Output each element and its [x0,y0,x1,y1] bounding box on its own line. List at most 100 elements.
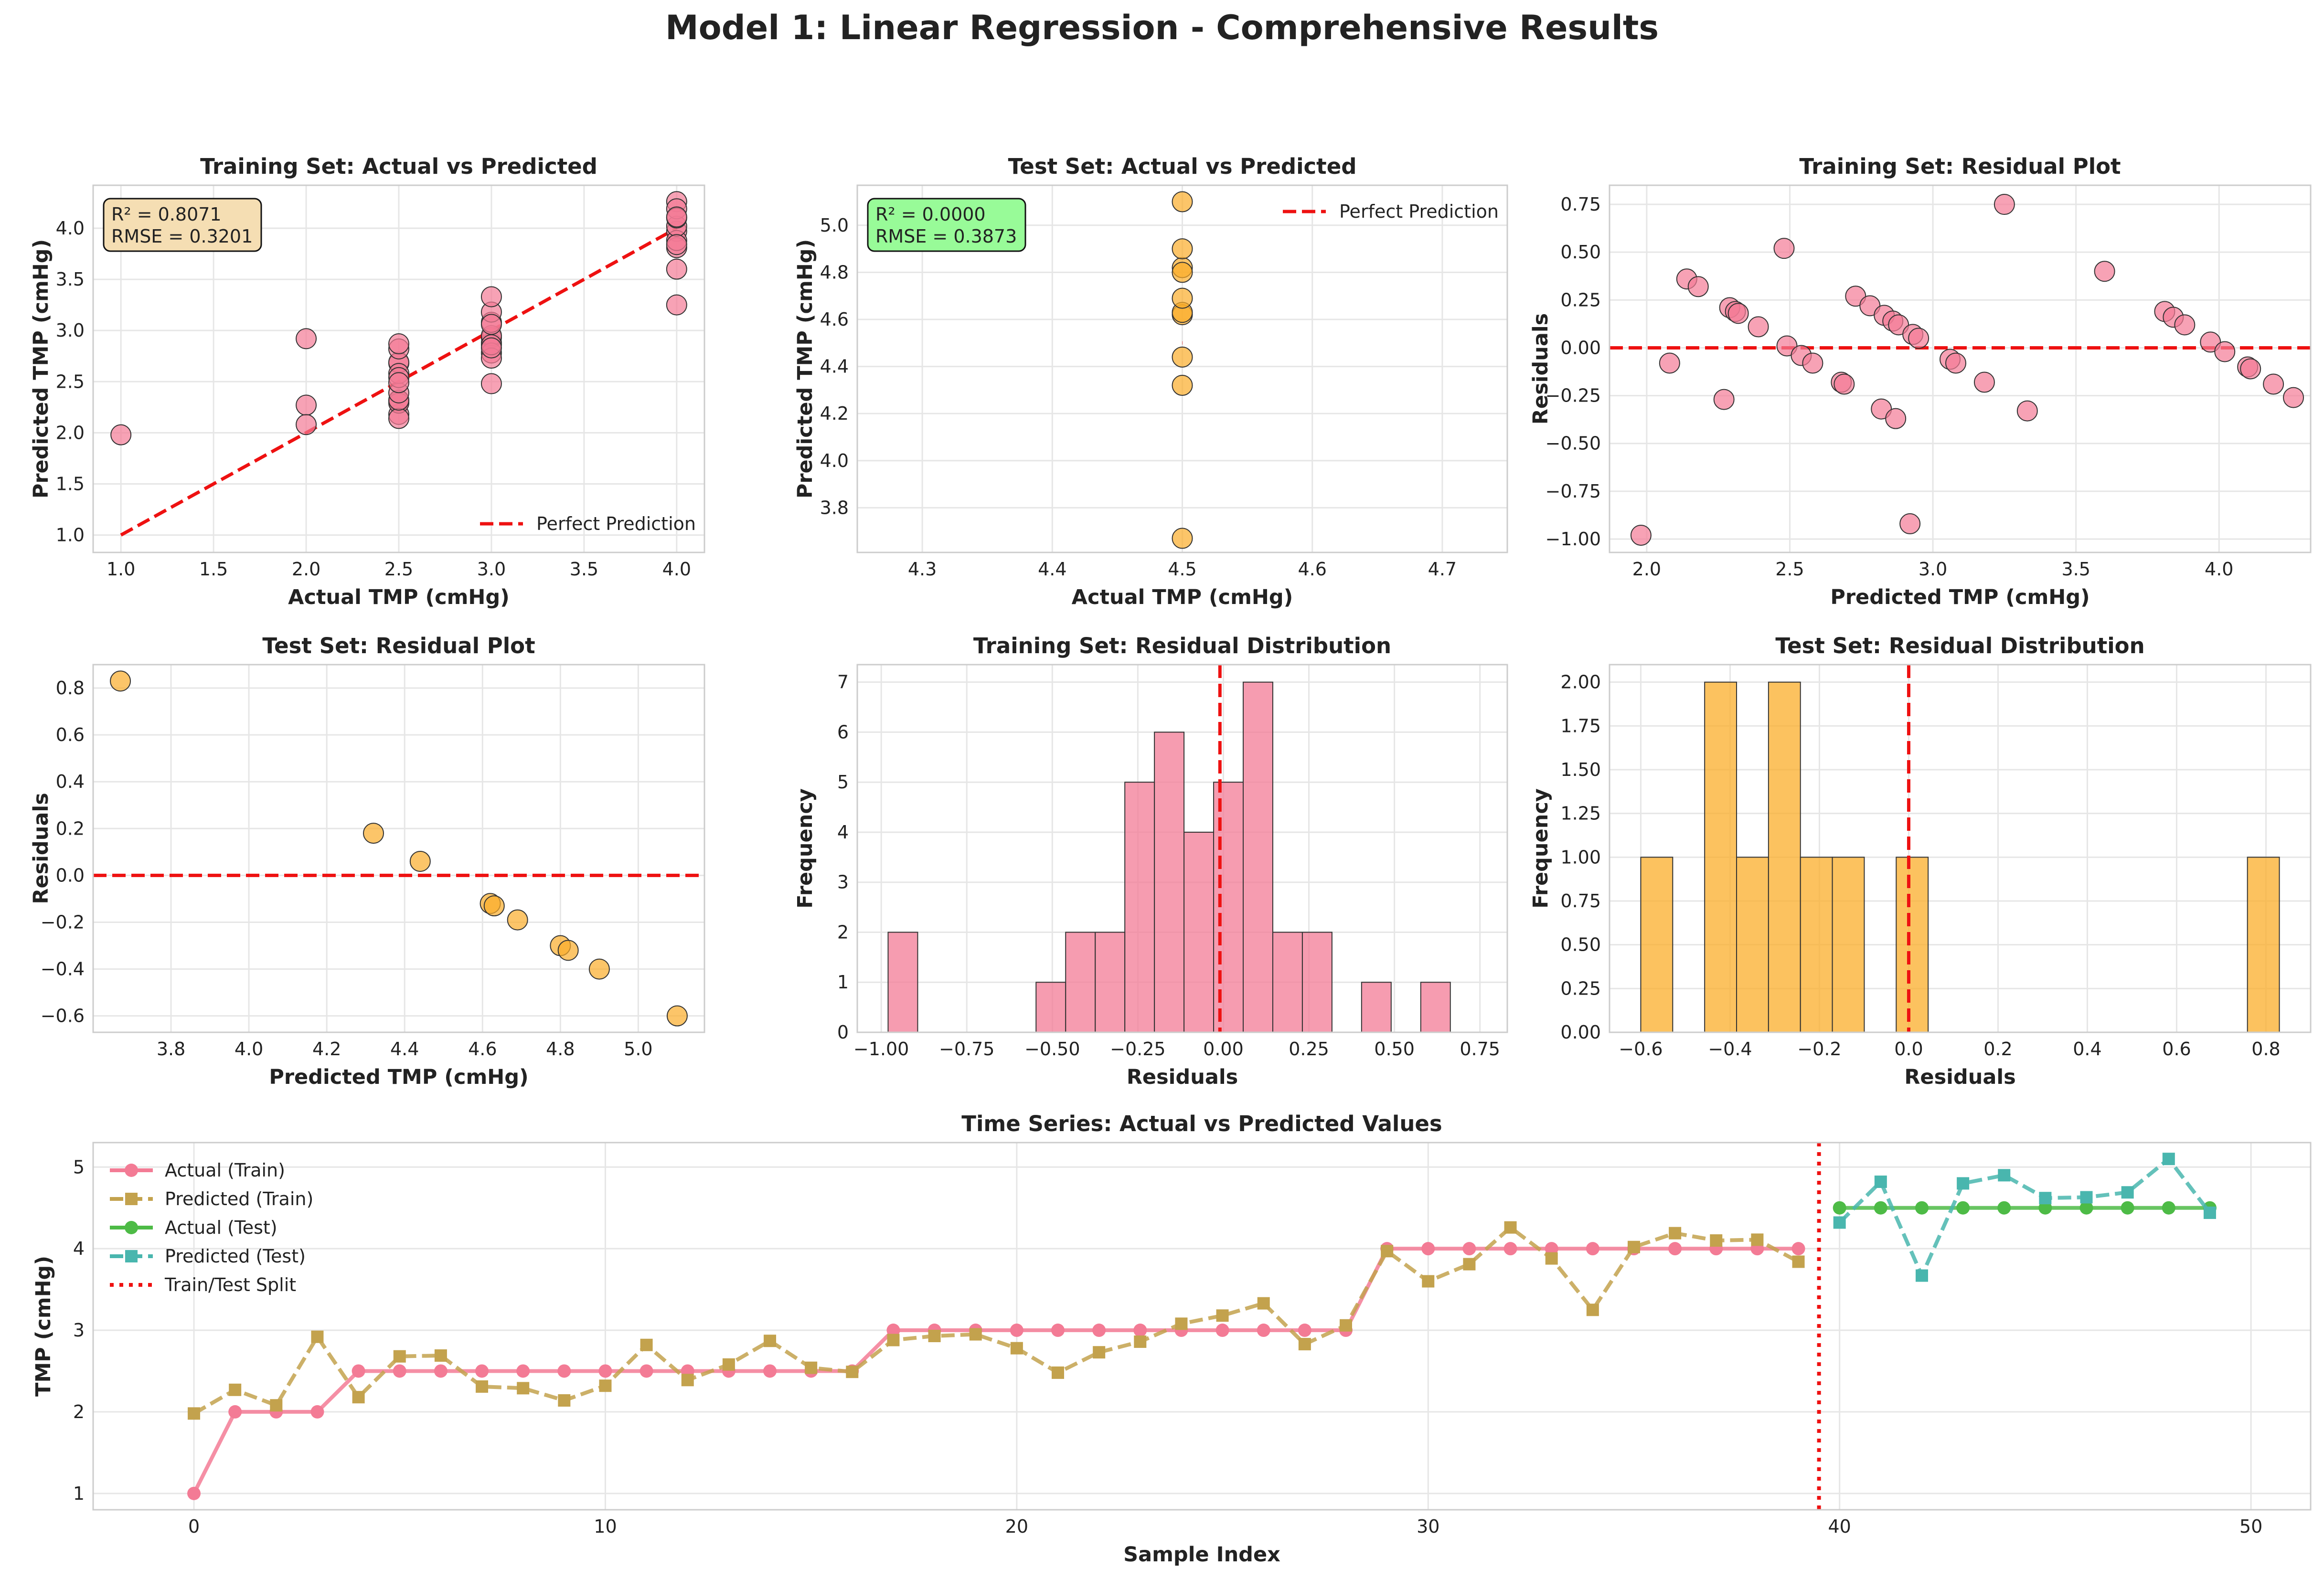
x-tick-label: 2.0 [1632,559,1661,580]
series-marker [434,1364,448,1378]
y-tick-label: −0.4 [41,959,85,980]
series-marker [1545,1242,1558,1256]
y-tick-label: 1.75 [1560,715,1601,736]
series-marker [1504,1221,1517,1234]
scatter-point [507,909,528,931]
x-axis-label: Predicted TMP (cmHg) [1830,585,2089,609]
y-tick-label: 1.25 [1560,803,1601,824]
series-marker [640,1364,653,1378]
plot-area [110,191,687,537]
chart-title: Training Set: Actual vs Predicted [200,154,597,179]
y-axis-label: Residuals [29,793,53,904]
y-tick-label: 2.0 [56,422,85,443]
y-axis-label: Predicted TMP (cmHg) [793,239,817,498]
series-marker [558,1394,571,1407]
series-marker [887,1334,900,1346]
y-tick-label: 4 [837,822,849,843]
x-tick-label: 4.6 [468,1039,497,1060]
legend-marker [125,1193,138,1205]
series-marker [557,1364,571,1378]
y-tick-label: 0.75 [1560,194,1601,215]
x-tick-label: −0.50 [1024,1039,1080,1060]
chart-train-hist: −1.00 −0.75 −0.50 −0.25 0.00 0.25 0.50 0.75 0 1 2 3… [793,633,1508,1089]
histogram-bar [1736,857,1769,1032]
y-tick-label: 0.25 [1560,978,1601,999]
histogram-bar [1035,982,1066,1032]
y-tick-label: −0.25 [1546,385,1601,406]
series-marker [1956,1201,1970,1215]
scatter-point [110,424,132,445]
stats-text: R² = 0.0000 [875,204,986,225]
axes-frame [1609,664,2312,1033]
y-tick-label: 4 [73,1238,85,1259]
chart-title: Test Set: Residual Distribution [1775,633,2144,658]
scatter-point [1773,238,1795,259]
scatter-point [666,258,687,280]
y-tick-label: 0.00 [1560,337,1601,358]
series-marker [1216,1309,1229,1322]
histogram-bar [1095,932,1126,1032]
scatter-point [1713,389,1735,410]
y-tick-label: 0.75 [1560,890,1601,911]
x-tick-label: 4.0 [662,559,691,580]
plot-area [1610,194,2311,546]
x-axis-label: Residuals [1904,1065,2015,1089]
y-tick-label: 3.8 [820,497,849,518]
scatter-point [1945,352,1967,374]
x-axis-label: Residuals [1127,1065,1238,1089]
series-marker [352,1364,365,1378]
y-tick-label: −1.00 [1546,529,1601,550]
series-marker [1051,1324,1065,1337]
y-tick-label: 1 [73,1483,85,1504]
x-tick-label: 5.0 [624,1039,652,1060]
x-tick-label: −0.4 [1708,1039,1752,1060]
histogram-bar [1640,857,1674,1032]
x-tick-label: 4.0 [235,1039,263,1060]
axes-frame [92,184,705,553]
series-marker [763,1364,777,1378]
x-tick-label: 4.8 [546,1039,575,1060]
chart-title: Training Set: Residual Distribution [973,633,1391,658]
scatter-point [2214,341,2236,362]
x-tick-label: −0.2 [1797,1039,1841,1060]
scatter-point [1687,276,1709,297]
scatter-point [2240,358,2261,380]
series-marker [722,1358,735,1371]
scatter-point [666,294,687,316]
series-marker [2162,1201,2175,1215]
y-tick-label: 3.5 [56,269,85,290]
series-marker [1874,1176,1887,1188]
y-tick-label: 4.2 [820,403,849,424]
scatter-point [480,314,502,335]
x-tick-label: 0 [188,1516,200,1537]
y-tick-label: 2.5 [56,371,85,392]
y-axis-label: TMP (cmHg) [32,1256,55,1397]
chart-title: Test Set: Residual Plot [262,633,535,658]
chart-test-resid: 3.8 4.0 4.2 4.4 4.6 4.8 5.0 −0.6 −0.4 −0.2 0.0 0.2 0… [29,633,705,1089]
stats-text: RMSE = 0.3201 [111,226,253,247]
scatter-point [483,895,505,917]
scatter-point [1172,287,1193,309]
series-marker [1339,1319,1352,1332]
legend-label: Predicted (Train) [165,1188,313,1209]
series-marker [1175,1317,1188,1330]
scatter-point [1172,191,1193,212]
series-marker [228,1405,242,1419]
series-marker [516,1364,530,1378]
y-tick-label: 0.00 [1560,1022,1601,1043]
x-tick-label: 0.75 [1460,1039,1500,1060]
series-marker [1997,1201,2011,1215]
plots-layer: 1.0 1.5 2.0 2.5 3.0 3.5 4.0 1.0 1.5 2.0 2.5 3.0 3.5 4… [29,154,2312,1567]
series-marker [1627,1240,1640,1253]
y-tick-label: 2 [73,1401,85,1422]
series-marker [1957,1177,1970,1190]
scatter-point [1727,303,1749,324]
series-marker [1833,1201,1846,1215]
x-tick-label: −0.25 [1110,1039,1165,1060]
series-marker [1010,1342,1023,1355]
y-tick-label: 4.0 [820,450,849,471]
plot-area [187,1143,2217,1510]
series-line [1838,1156,2212,1281]
scatter-point [588,958,610,980]
series-marker [2079,1201,2093,1215]
